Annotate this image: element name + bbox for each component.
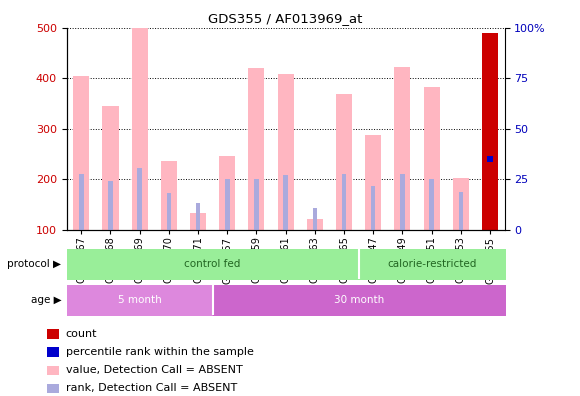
Bar [47,384,59,393]
Text: count: count [66,329,97,339]
Bar [278,74,293,230]
Bar [400,174,405,230]
Bar [307,219,323,230]
Bar [429,179,434,230]
Title: GDS355 / AF013969_at: GDS355 / AF013969_at [208,12,363,25]
Bar [284,175,288,230]
Bar [254,179,259,230]
Bar [342,174,346,230]
Text: control fed: control fed [184,259,241,269]
Bar [108,181,113,230]
Text: protocol ▶: protocol ▶ [8,259,61,269]
Bar [371,186,375,230]
Bar [47,366,59,375]
Text: calorie-restricted: calorie-restricted [387,259,476,269]
Bar [394,67,411,230]
Bar [487,156,492,162]
Bar [103,106,118,230]
Text: value, Detection Call = ABSENT: value, Detection Call = ABSENT [66,366,242,375]
Bar [225,179,230,230]
Text: percentile rank within the sample: percentile rank within the sample [66,347,253,357]
Bar [482,33,498,230]
Bar [137,168,142,230]
Bar [47,347,59,357]
Text: 5 month: 5 month [118,295,162,305]
Bar [196,204,200,230]
Bar [336,94,352,230]
Bar [166,193,171,230]
Text: rank, Detection Call = ABSENT: rank, Detection Call = ABSENT [66,383,237,394]
Bar [161,160,177,230]
Bar [47,329,59,339]
Bar [365,135,381,230]
Bar [313,208,317,230]
Bar [459,192,463,230]
Bar [423,87,440,230]
Text: 30 month: 30 month [334,295,384,305]
Bar [79,174,84,230]
Bar [453,178,469,230]
Bar [132,28,148,230]
Bar [248,68,264,230]
Bar [73,76,89,230]
Text: age ▶: age ▶ [31,295,61,305]
Bar [219,156,235,230]
Bar [190,213,206,230]
